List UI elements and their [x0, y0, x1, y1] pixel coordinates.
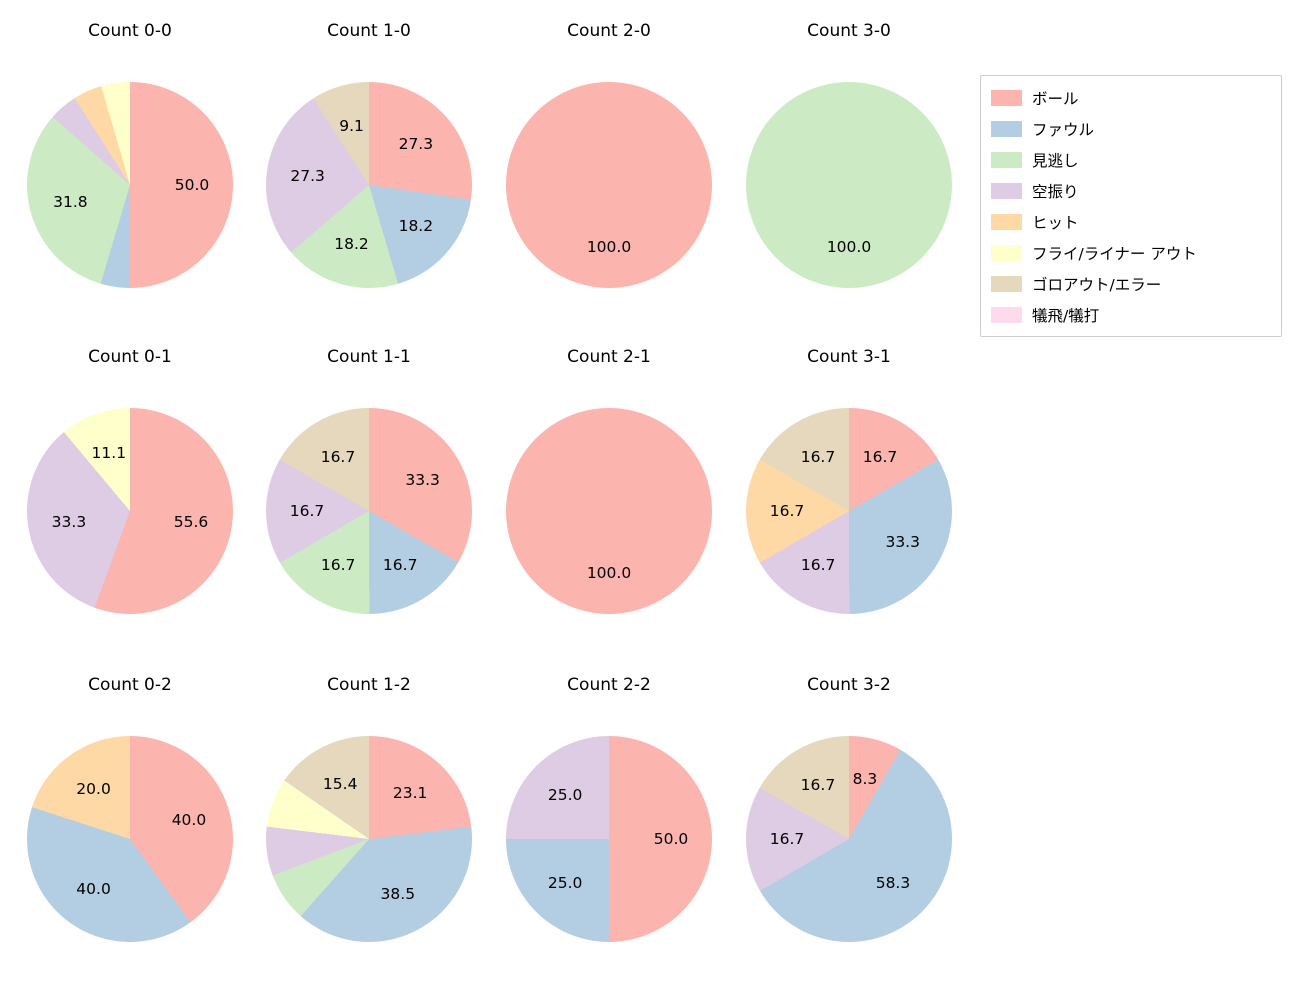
pie-slice-label: 16.7: [320, 448, 356, 467]
pie-chart: 100.0: [506, 82, 712, 288]
chart-title: Count 1-1: [327, 347, 411, 367]
legend-color-swatch: [991, 151, 1022, 168]
pie-slice-label: 16.7: [769, 830, 805, 849]
pie-slice-label: 100.0: [586, 238, 632, 256]
pie-slice-label: 18.2: [398, 216, 434, 235]
chart-title: Count 2-1: [567, 347, 651, 367]
chart-count-0-0: Count 0-0 50.0 31.8: [10, 12, 250, 324]
legend-item-label: 空振り: [1032, 182, 1079, 201]
pie-slice-label: 55.6: [173, 512, 209, 531]
pie-slice-label: 50.0: [174, 176, 210, 195]
chart-count-0-2: Count 0-2 40.0 40.0 20.0: [10, 666, 250, 978]
pie-slice-label: 50.0: [653, 830, 689, 848]
pie-slice-label: 27.3: [398, 135, 434, 154]
legend-color-swatch: [991, 182, 1022, 199]
chart-title: Count 1-0: [327, 21, 411, 41]
chart-title: Count 3-2: [807, 675, 891, 695]
pie-chart: 55.6 33.3 11.1: [27, 408, 233, 614]
pie-slice-label: 16.7: [769, 502, 805, 521]
pie-chart: 33.3 16.7 16.7 16.7 16.7: [266, 408, 472, 614]
legend: ボールファウル見逃し空振りヒットフライ/ライナー アウト ゴロアウト/エラー 犠飛/…: [980, 75, 1282, 337]
chart-count-1-0: Count 1-0 27.3 18.2 18.2 27.3 9.1: [249, 12, 489, 324]
pie-slice-label: 8.3: [852, 770, 878, 789]
pie-chart: 50.0 25.0 25.0: [506, 736, 712, 942]
legend-item-label: ボール: [1032, 89, 1079, 108]
pie-slice-label: 16.7: [862, 448, 898, 467]
pie-slice-label: 9.1: [339, 116, 364, 135]
pie-slice-label: 40.0: [76, 880, 111, 899]
legend-item: ボール: [991, 82, 1271, 113]
legend-color-swatch: [991, 89, 1022, 106]
chart-title: Count 2-0: [567, 21, 651, 41]
legend-color-swatch: [991, 213, 1022, 230]
chart-count-3-2: Count 3-2 8.3 58.3 16.7 16.7: [729, 666, 969, 978]
legend-color-swatch: [991, 244, 1022, 261]
legend-color-swatch: [991, 275, 1022, 292]
pie-slice-label: 16.7: [289, 502, 325, 521]
pie-slice-label: 16.7: [320, 555, 356, 574]
pie-slice-label: 16.7: [800, 448, 836, 467]
legend-item-label: ヒット: [1032, 213, 1079, 232]
chart-title: Count 1-2: [327, 675, 411, 695]
pie-chart: 100.0: [746, 82, 952, 288]
pie-chart: 8.3 58.3 16.7 16.7: [746, 736, 952, 942]
chart-count-1-1: Count 1-1 33.3 16.7 16.7 16.7 16.7: [249, 338, 489, 650]
legend-item: ゴロアウト/エラー: [991, 268, 1271, 299]
pie-slice-label: 40.0: [171, 810, 207, 829]
chart-count-1-2: Count 1-2 23.1 38.5 15.4: [249, 666, 489, 978]
legend-item: 犠飛/犠打: [991, 299, 1271, 330]
legend-item: ファウル: [991, 113, 1271, 144]
legend-item-label: 犠飛/犠打: [1032, 306, 1100, 325]
chart-count-2-0: Count 2-0 100.0: [489, 12, 729, 324]
pie-chart: 23.1 38.5 15.4: [266, 736, 472, 942]
chart-count-3-0: Count 3-0 100.0: [729, 12, 969, 324]
pie-slice-label: 15.4: [322, 775, 358, 794]
pie-slice-label: 23.1: [392, 783, 428, 802]
pie-slice-label: 38.5: [380, 884, 416, 903]
pie-slice-label: 100.0: [826, 238, 872, 256]
legend-color-swatch: [991, 120, 1022, 137]
pie-slice-label: 27.3: [290, 167, 325, 186]
chart-title: Count 0-1: [88, 347, 172, 367]
pie-slice-label: 25.0: [547, 786, 583, 805]
legend-item-label: フライ/ライナー アウト: [1032, 244, 1197, 263]
legend-item: フライ/ライナー アウト: [991, 237, 1271, 268]
chart-count-0-1: Count 0-1 55.6 33.3 11.1: [10, 338, 250, 650]
pie-slice-label: 16.7: [800, 555, 836, 574]
chart-title: Count 3-0: [807, 21, 891, 41]
legend-item: 見逃し: [991, 144, 1271, 175]
legend-item-label: 見逃し: [1032, 151, 1079, 170]
pie-slice-label: 18.2: [334, 235, 369, 254]
legend-item: ヒット: [991, 206, 1271, 237]
pie-slice-label: 11.1: [91, 443, 127, 462]
pie-chart: 27.3 18.2 18.2 27.3 9.1: [266, 82, 472, 288]
pie-chart: 100.0: [506, 408, 712, 614]
legend-color-swatch: [991, 306, 1022, 323]
pie-chart: 40.0 40.0 20.0: [27, 736, 233, 942]
pie-slice-label: 20.0: [76, 779, 111, 798]
pie-chart: 16.7 33.3 16.7 16.7 16.7: [746, 408, 952, 614]
legend-item-label: ファウル: [1032, 120, 1095, 139]
chart-count-2-1: Count 2-1 100.0: [489, 338, 729, 650]
legend-item: 空振り: [991, 175, 1271, 206]
pie-slice-label: 33.3: [51, 512, 87, 531]
pie-slice-label: 16.7: [800, 776, 836, 795]
chart-title: Count 2-2: [567, 675, 651, 695]
pie-slice-label: 100.0: [586, 564, 632, 582]
pie-slice-label: 58.3: [875, 873, 911, 892]
pie-slice-label: 33.3: [885, 532, 920, 551]
pie-slice-label: 33.3: [405, 470, 440, 489]
chart-title: Count 3-1: [807, 347, 891, 367]
chart-count-2-2: Count 2-2 50.0 25.0 25.0: [489, 666, 729, 978]
legend-item-label: ゴロアウト/エラー: [1032, 275, 1162, 294]
chart-title: Count 0-0: [88, 21, 172, 41]
chart-title: Count 0-2: [88, 675, 172, 695]
pie-slice-label: 25.0: [547, 873, 583, 892]
pie-slice-label: 16.7: [382, 555, 418, 574]
pie-slice-label: 31.8: [53, 193, 88, 212]
chart-count-3-1: Count 3-1 16.7 33.3 16.7 16.7 16.7: [729, 338, 969, 650]
pie-chart: 50.0 31.8: [27, 82, 233, 288]
